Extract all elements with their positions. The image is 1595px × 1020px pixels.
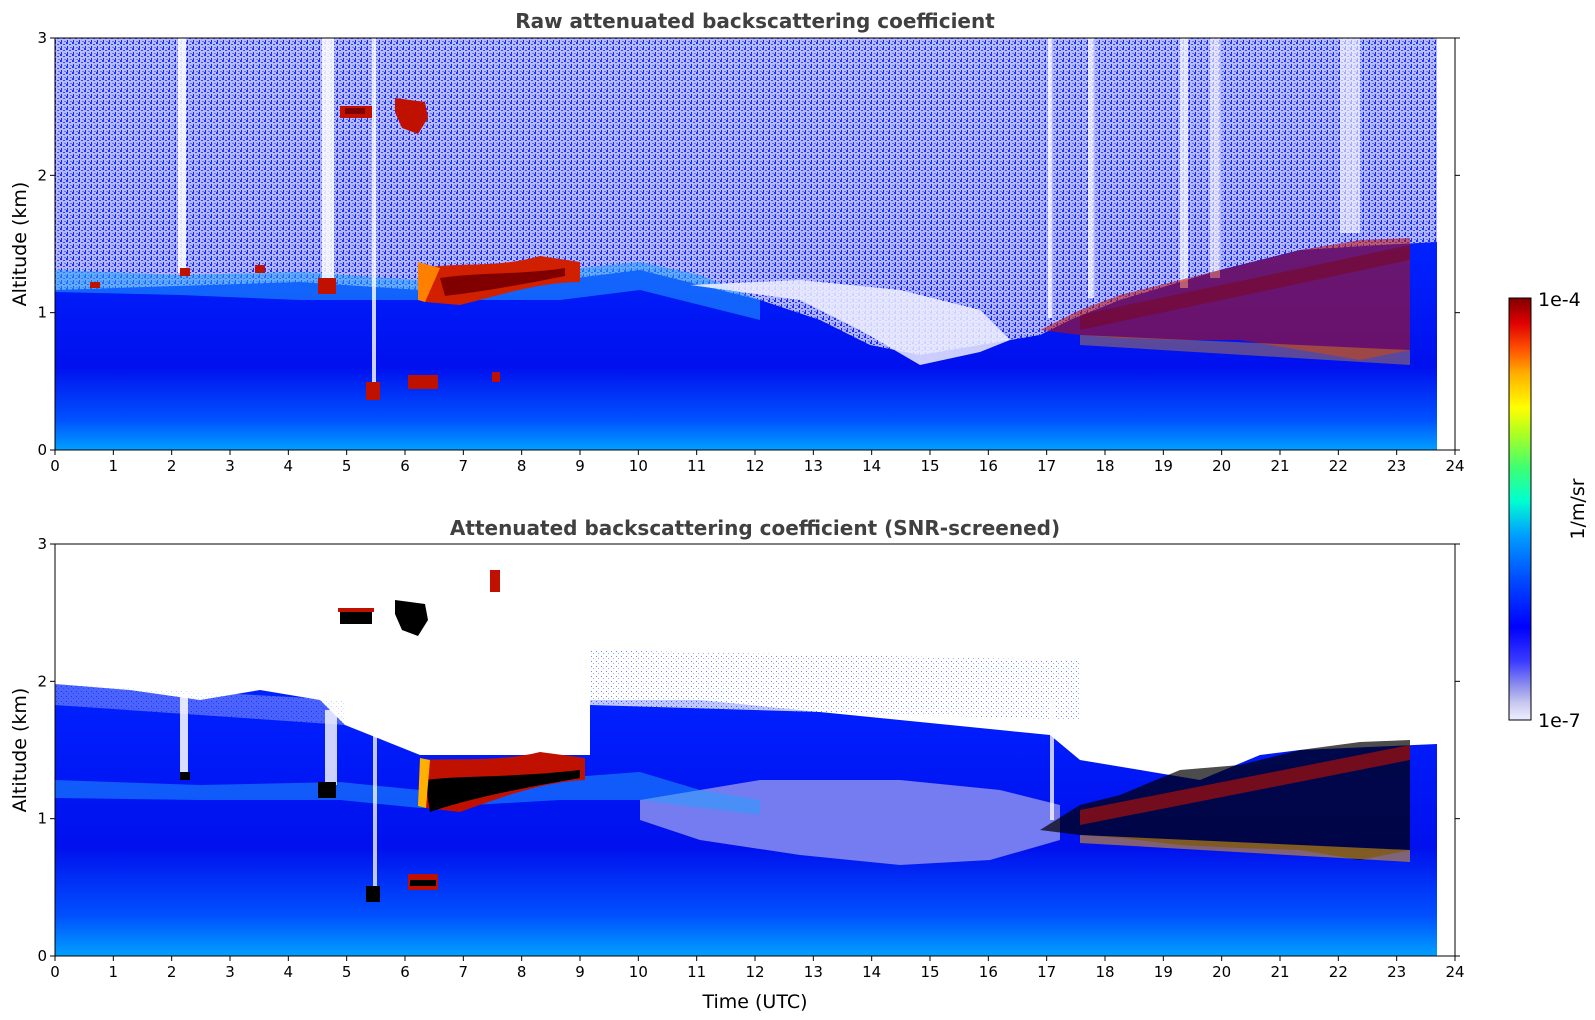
raw-backscatter-panel: Raw attenuated backscattering coefficien… — [9, 9, 1465, 475]
x-tick-label: 9 — [575, 457, 585, 475]
x-tick-label: 17 — [1037, 963, 1056, 981]
x-tick-label: 22 — [1329, 963, 1348, 981]
panel1-x-ticks: 0 1 2 3 4 5 6 7 8 9 10 11 12 13 14 15 16 17 18 19 20 21 22 23 24 — [50, 450, 1465, 475]
y-tick-label: 0 — [37, 441, 47, 459]
x-tick-label: 15 — [920, 457, 939, 475]
x-tick-label: 23 — [1387, 457, 1406, 475]
panel2-title: Attenuated backscattering coefficient (S… — [450, 516, 1060, 540]
x-tick-label: 21 — [1270, 963, 1289, 981]
x-tick-label: 3 — [225, 963, 235, 981]
screened-backscatter-panel: Attenuated backscattering coefficient (S… — [9, 516, 1465, 1013]
x-tick-label: 9 — [575, 963, 585, 981]
x-tick-label: 24 — [1445, 457, 1464, 475]
x-tick-label: 3 — [225, 457, 235, 475]
y-tick-label: 1 — [37, 304, 47, 322]
panel1-ylabel: Altitude (km) — [9, 182, 31, 307]
x-tick-label: 16 — [979, 963, 998, 981]
x-tick-label: 23 — [1387, 963, 1406, 981]
x-tick-label: 12 — [745, 457, 764, 475]
x-tick-label: 2 — [167, 963, 177, 981]
x-tick-label: 4 — [284, 963, 294, 981]
x-tick-label: 0 — [50, 963, 60, 981]
x-tick-label: 12 — [745, 963, 764, 981]
x-tick-label: 14 — [862, 963, 881, 981]
panel2-x-ticks: 0 1 2 3 4 5 6 7 8 9 10 11 12 13 14 15 16 17 18 19 20 21 22 23 24 — [50, 956, 1465, 981]
y-tick-label: 1 — [37, 810, 47, 828]
panel2-xlabel: Time (UTC) — [701, 991, 807, 1013]
x-tick-label: 8 — [517, 457, 527, 475]
x-tick-label: 11 — [687, 963, 706, 981]
x-tick-label: 1 — [109, 457, 119, 475]
x-tick-label: 5 — [342, 963, 352, 981]
x-tick-label: 20 — [1212, 457, 1231, 475]
panel1-y-ticks: 0 1 2 3 — [37, 29, 1460, 459]
x-tick-label: 10 — [629, 963, 648, 981]
x-tick-label: 18 — [1095, 457, 1114, 475]
colorbar-min-label: 1e-7 — [1538, 710, 1581, 732]
panel2-heatmap — [55, 544, 1455, 956]
x-tick-label: 5 — [342, 457, 352, 475]
x-tick-label: 13 — [804, 457, 823, 475]
x-tick-label: 21 — [1270, 457, 1289, 475]
x-tick-label: 15 — [920, 963, 939, 981]
x-tick-label: 11 — [687, 457, 706, 475]
x-tick-label: 24 — [1445, 963, 1464, 981]
x-tick-label: 8 — [517, 963, 527, 981]
panel1-heatmap — [55, 38, 1455, 450]
y-tick-label: 0 — [37, 947, 47, 965]
x-tick-label: 13 — [804, 963, 823, 981]
x-tick-label: 17 — [1037, 457, 1056, 475]
x-tick-label: 18 — [1095, 963, 1114, 981]
x-tick-label: 6 — [400, 963, 410, 981]
colorbar: 1e-4 1e-7 1/m/sr — [1508, 289, 1589, 732]
colorbar-gradient — [1508, 297, 1532, 721]
x-tick-label: 2 — [167, 457, 177, 475]
panel2-ylabel: Altitude (km) — [9, 688, 31, 813]
x-tick-label: 16 — [979, 457, 998, 475]
x-tick-label: 10 — [629, 457, 648, 475]
x-tick-label: 7 — [459, 457, 469, 475]
x-tick-label: 1 — [109, 963, 119, 981]
x-tick-label: 22 — [1329, 457, 1348, 475]
y-tick-label: 2 — [37, 672, 47, 690]
x-tick-label: 20 — [1212, 963, 1231, 981]
colorbar-label: 1/m/sr — [1567, 478, 1589, 539]
panel1-title: Raw attenuated backscattering coefficien… — [515, 9, 995, 33]
y-tick-label: 3 — [37, 29, 47, 47]
colorbar-max-label: 1e-4 — [1538, 289, 1581, 311]
panel2-y-ticks: 0 1 2 3 — [37, 535, 1460, 965]
x-tick-label: 0 — [50, 457, 60, 475]
y-tick-label: 2 — [37, 166, 47, 184]
x-tick-label: 7 — [459, 963, 469, 981]
y-tick-label: 3 — [37, 535, 47, 553]
x-tick-label: 14 — [862, 457, 881, 475]
x-tick-label: 19 — [1154, 457, 1173, 475]
x-tick-label: 6 — [400, 457, 410, 475]
x-tick-label: 19 — [1154, 963, 1173, 981]
x-tick-label: 4 — [284, 457, 294, 475]
